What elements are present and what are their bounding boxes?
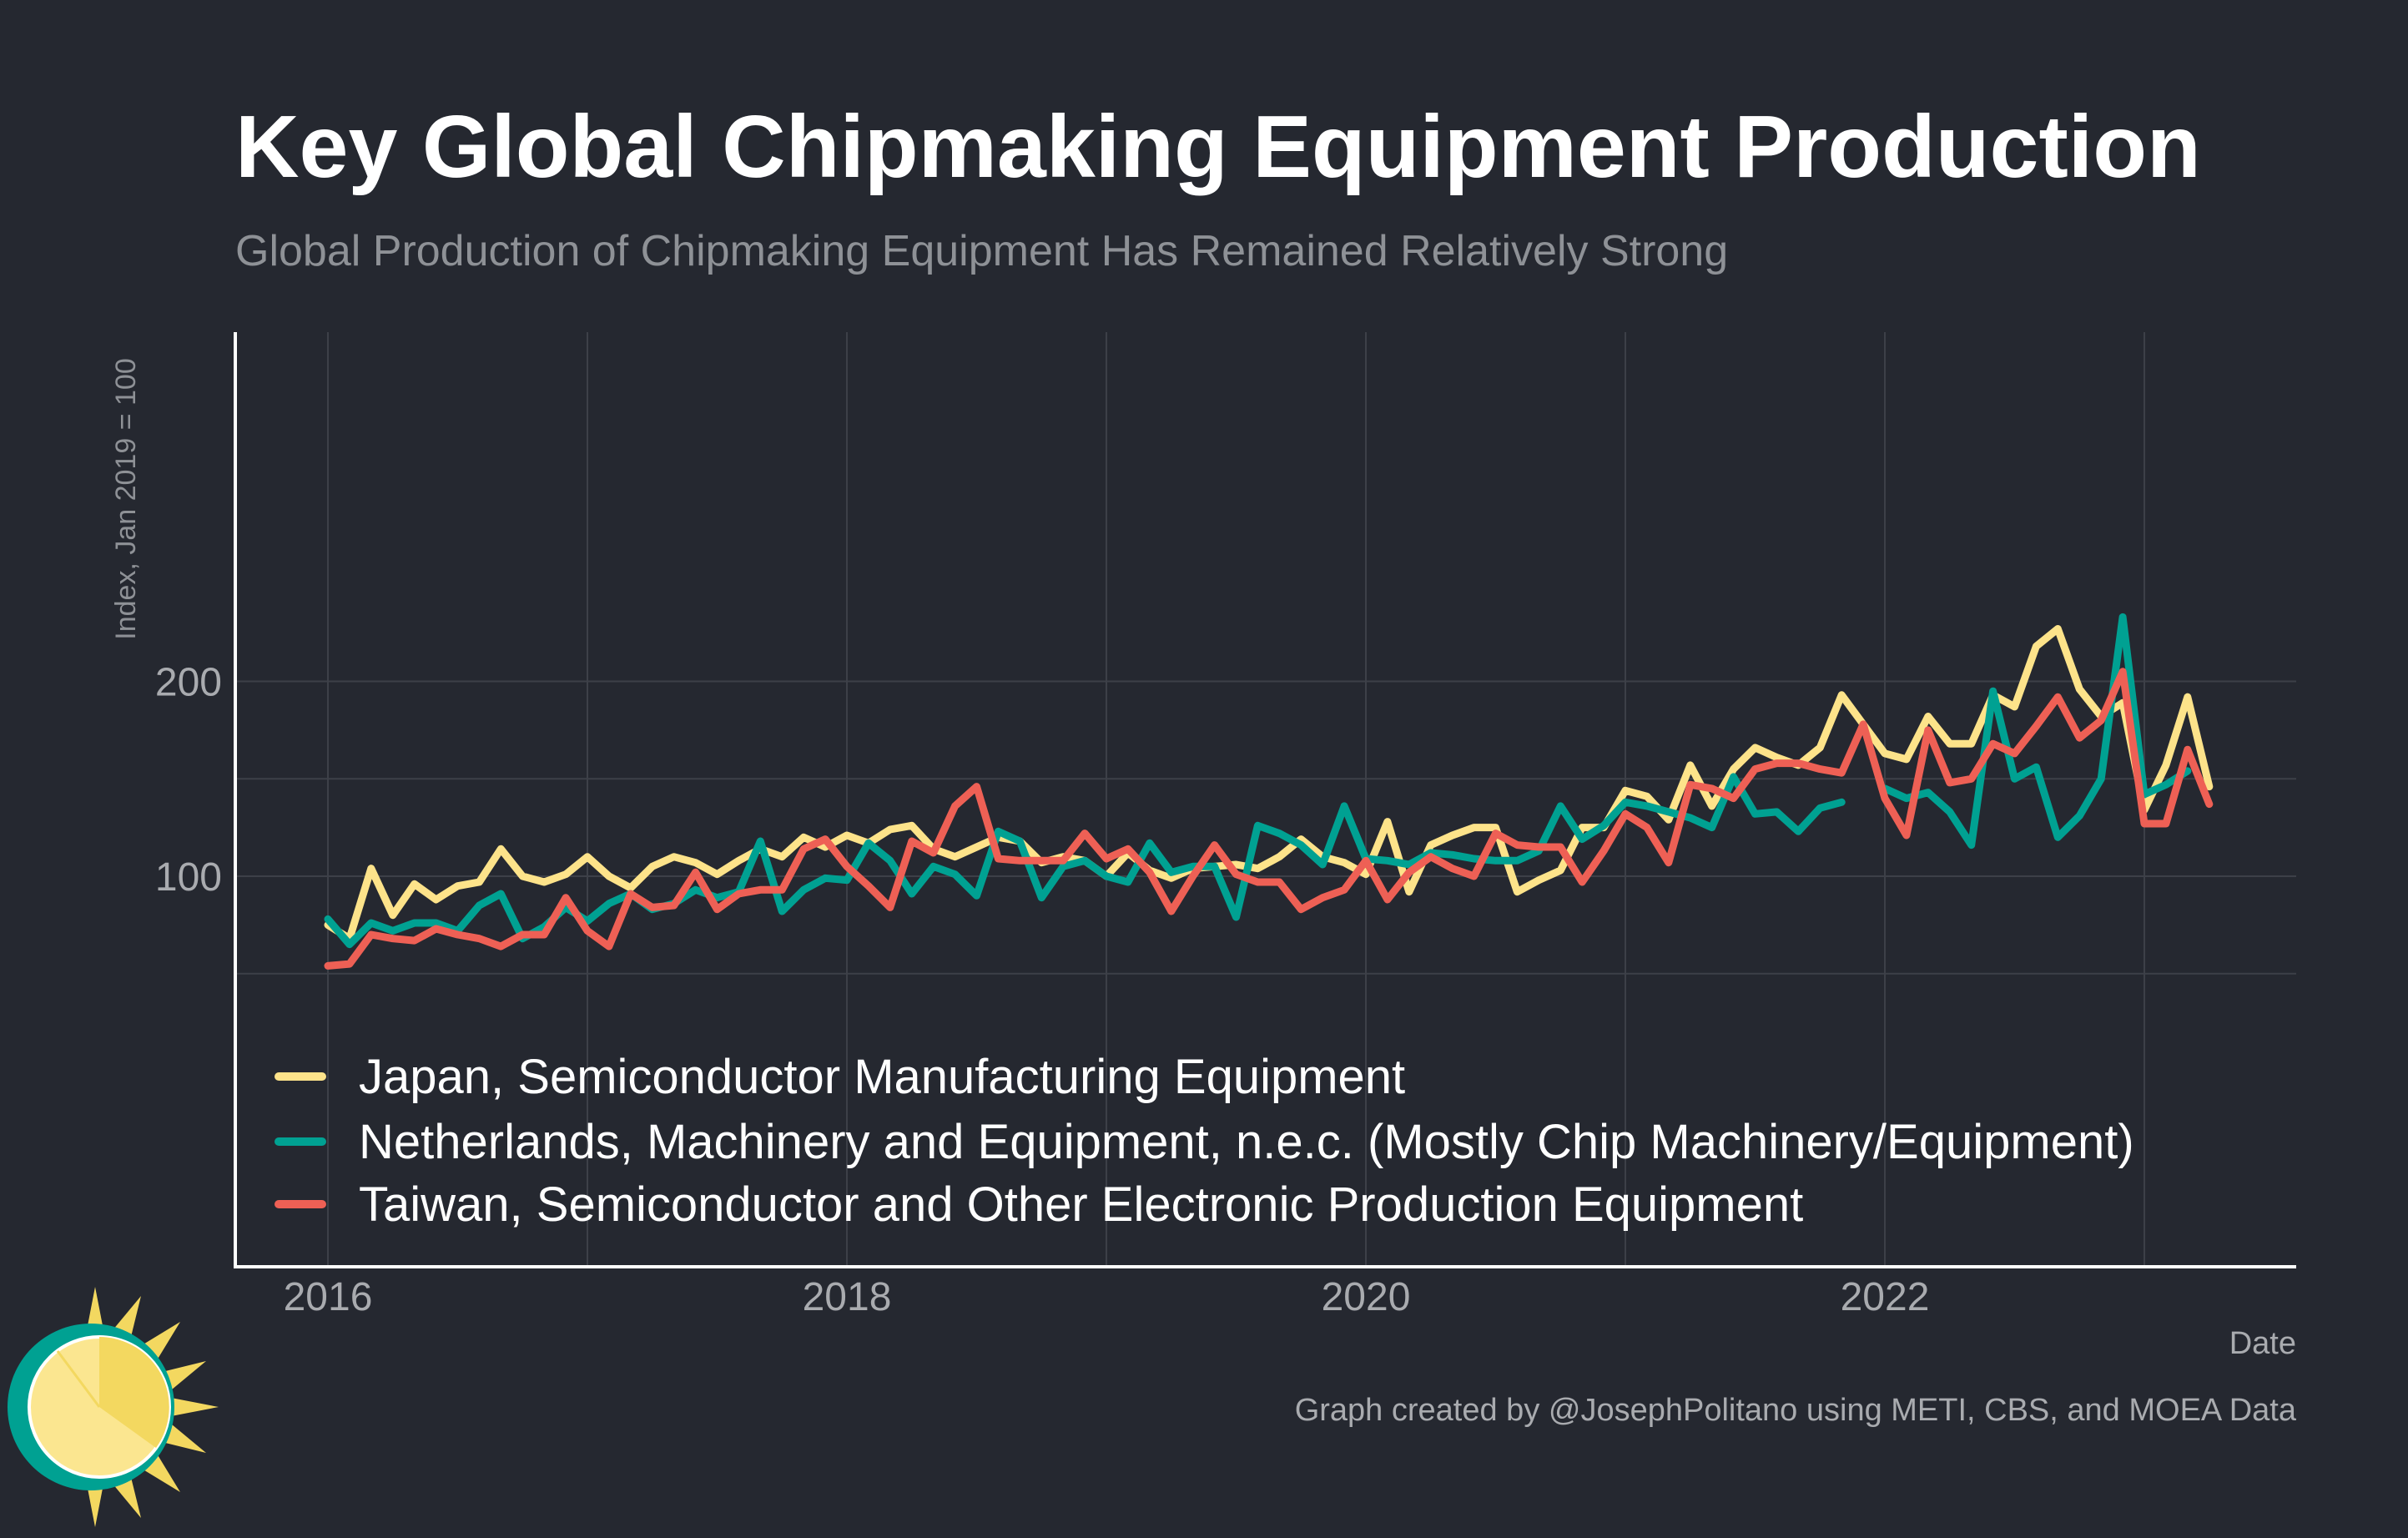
x-tick-label: 2020 bbox=[1322, 1275, 1411, 1319]
x-axis-label: Date bbox=[2229, 1326, 2296, 1361]
legend-label: Taiwan, Semiconductor and Other Electron… bbox=[359, 1177, 1803, 1232]
series-lines bbox=[324, 613, 2214, 970]
sun-logo-icon bbox=[8, 1287, 219, 1527]
legend: Japan, Semiconductor Manufacturing Equip… bbox=[275, 1050, 2134, 1232]
series-line-1 bbox=[324, 625, 2214, 943]
y-tick-label: 100 bbox=[155, 855, 222, 900]
legend-label: Japan, Semiconductor Manufacturing Equip… bbox=[359, 1050, 1405, 1104]
x-tick-label: 2016 bbox=[284, 1275, 373, 1319]
x-tick-label: 2018 bbox=[803, 1275, 892, 1319]
chart-title: Key Global Chipmaking Equipment Producti… bbox=[235, 98, 2201, 196]
series-line-3 bbox=[324, 668, 2214, 970]
y-tick-label: 200 bbox=[155, 661, 222, 705]
axis-ticks: 100 200 2016 2018 2020 2022 bbox=[155, 661, 1929, 1320]
x-tick-label: 2022 bbox=[1841, 1275, 1930, 1319]
chart-subtitle: Global Production of Chipmaking Equipmen… bbox=[235, 227, 1728, 275]
chart-caption: Graph created by @JosephPolitano using M… bbox=[1295, 1393, 2297, 1428]
y-axis-label: Index, Jan 2019 = 100 bbox=[110, 358, 142, 639]
legend-label: Netherlands, Machinery and Equipment, n.… bbox=[359, 1115, 2134, 1169]
